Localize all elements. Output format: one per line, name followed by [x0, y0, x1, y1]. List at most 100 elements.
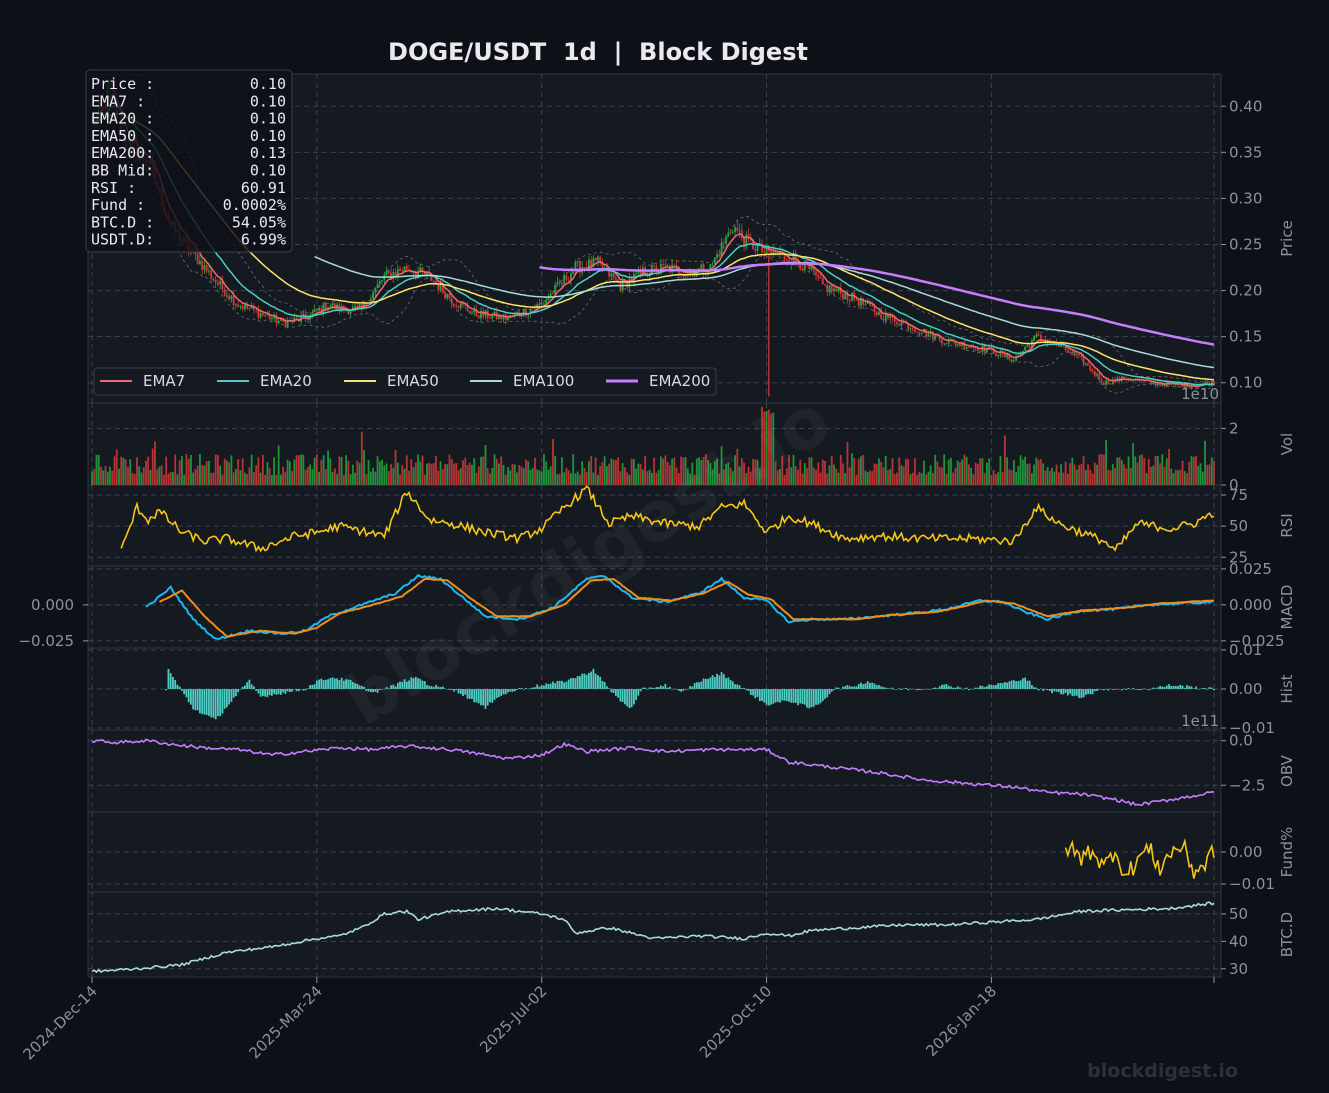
candle-body [1183, 382, 1186, 388]
candle-body [399, 269, 401, 272]
volume-bar [1082, 455, 1085, 485]
hist-bar [1147, 689, 1150, 691]
hist-bar [650, 687, 653, 689]
volume-bar [758, 468, 761, 485]
volume-bar [826, 473, 829, 485]
candle-body [437, 283, 440, 291]
hist-bar [929, 689, 932, 690]
hist-bar [1201, 688, 1204, 689]
hist-bar [347, 679, 350, 689]
candle-body [902, 321, 905, 324]
hist-bar [686, 689, 689, 690]
panel-label-price: Price [1278, 220, 1296, 257]
volume-bar [954, 467, 957, 485]
candle-body [1154, 381, 1157, 386]
volume-bar [156, 469, 159, 485]
hist-bar [889, 688, 892, 690]
volume-bar [525, 459, 527, 485]
candle-body [232, 295, 235, 305]
candle-body [331, 303, 334, 306]
volume-bar [700, 459, 703, 485]
hist-bar [626, 689, 629, 707]
candle-body [684, 274, 687, 277]
hist-bar [1044, 689, 1047, 690]
volume-bar [570, 473, 572, 485]
volume-bar [617, 457, 620, 485]
hist-bar [268, 689, 271, 696]
volume-bar [1116, 457, 1119, 485]
hist-bar [792, 689, 795, 703]
candle-body [295, 317, 298, 319]
hist-bar [869, 682, 871, 689]
hist-bar [1024, 677, 1027, 689]
candle-body [264, 315, 267, 316]
hist-bar [345, 679, 347, 689]
hist-bar [1064, 689, 1067, 693]
hist-bar [324, 679, 327, 689]
volume-bar [1017, 465, 1020, 485]
hist-bar [1179, 684, 1182, 689]
candle-body [394, 272, 397, 276]
volume-bar [673, 457, 676, 485]
candle-body [538, 304, 541, 305]
volume-bar [1123, 464, 1125, 485]
volume-bar [549, 466, 552, 485]
volume-bar [842, 463, 844, 485]
volume-bar [659, 456, 662, 485]
volume-bar [304, 469, 307, 485]
volume-bar [765, 410, 768, 485]
hist-bar [462, 689, 464, 697]
candle-body [664, 264, 667, 266]
hist-bar [534, 687, 536, 689]
hist-bar [826, 689, 829, 698]
hist-bar [635, 689, 638, 701]
candle-body [421, 267, 424, 272]
volume-bar [435, 455, 437, 485]
volume-bar [929, 465, 932, 485]
volume-bar [579, 474, 581, 485]
candle-body [799, 264, 802, 270]
volume-bar [992, 470, 995, 485]
candle-body [628, 278, 631, 288]
hist-bar [414, 676, 417, 689]
candle-body [1109, 383, 1112, 385]
candle-body [563, 275, 566, 284]
volume-bar [471, 464, 473, 485]
hist-bar [1192, 688, 1195, 689]
hist-bar [439, 687, 442, 689]
hist-bar [226, 689, 228, 708]
hist-bar [864, 683, 867, 689]
candle-body [961, 342, 964, 347]
hist-bar [860, 682, 862, 689]
volume-bar [547, 469, 550, 485]
candle-body [860, 298, 862, 306]
hist-bar [1190, 686, 1193, 689]
volume-bar [619, 471, 622, 485]
hist-bar [970, 688, 973, 690]
volume-bar [264, 474, 267, 485]
candle-body [927, 334, 930, 337]
candle-body [1064, 345, 1067, 351]
candle-body [821, 277, 824, 285]
candle-body [905, 323, 907, 324]
candle-body [1161, 384, 1164, 385]
volume-bar [120, 456, 123, 485]
hist-bar [923, 688, 925, 690]
hist-bar [450, 689, 453, 690]
hist-bar [1197, 689, 1200, 690]
volume-bar [252, 472, 255, 485]
candle-body [842, 293, 844, 300]
volume-bar [1138, 455, 1141, 485]
volume-bar [106, 471, 109, 485]
candle-body [1107, 380, 1110, 384]
hist-bar [925, 689, 928, 690]
volume-bar [498, 463, 500, 485]
hist-bar [994, 685, 997, 689]
hist-bar [552, 681, 554, 689]
volume-bar [1028, 463, 1031, 485]
candle-body [385, 270, 388, 275]
volume-bar [226, 460, 228, 485]
hist-bar [1100, 689, 1103, 690]
hist-bar [1042, 689, 1045, 691]
hist-bar [619, 689, 622, 702]
